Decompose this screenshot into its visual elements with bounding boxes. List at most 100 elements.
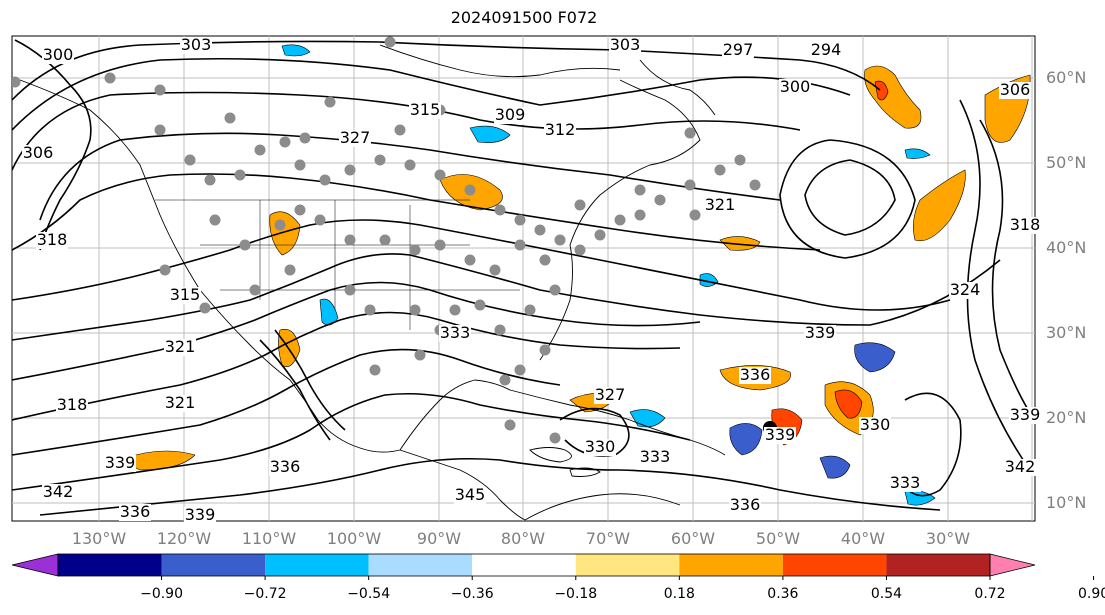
- contour-label: 312: [545, 120, 576, 139]
- station-marker: [154, 124, 166, 136]
- colorbar-tick-label: 0.18: [663, 586, 695, 602]
- station-marker: [499, 374, 511, 386]
- station-marker: [574, 244, 586, 256]
- station-marker: [154, 84, 166, 96]
- colorbar-segment: [265, 554, 369, 576]
- cyan-patch: [281, 44, 311, 57]
- contour-label: 339: [805, 323, 836, 342]
- station-markers: [12, 36, 761, 444]
- colorbar-segment: [575, 554, 680, 576]
- contour-label: 333: [440, 323, 471, 342]
- station-marker: [534, 224, 546, 236]
- longitude-label: 60°W: [670, 529, 716, 548]
- contour-label-bg: [544, 122, 576, 139]
- station-marker: [374, 154, 386, 166]
- colorbar-tick-label: −0.18: [554, 586, 598, 602]
- contour-label: 321: [165, 393, 196, 412]
- station-marker: [654, 194, 666, 206]
- station-marker: [714, 164, 726, 176]
- station-marker: [294, 159, 306, 171]
- contour-label: 318: [1010, 215, 1041, 234]
- contour-label: 324: [950, 280, 981, 299]
- contour-label-bg: [810, 42, 842, 59]
- contour-label: 300: [780, 77, 811, 96]
- contour-label-bg: [42, 47, 74, 64]
- colorbar-segment: [886, 554, 990, 576]
- colorbar-extend-low: [11, 553, 59, 577]
- station-marker: [254, 144, 266, 156]
- contour-label: 339: [105, 453, 136, 472]
- station-marker: [634, 209, 646, 221]
- latitude-label: 10°N: [1046, 493, 1087, 512]
- red-patch: [874, 80, 889, 101]
- station-marker: [379, 234, 391, 246]
- station-marker: [464, 254, 476, 266]
- contour-label: 339: [1010, 405, 1041, 424]
- contour-label-bg: [164, 339, 196, 356]
- contour-label-bg: [609, 37, 641, 54]
- station-marker: [314, 214, 326, 226]
- longitude-label: 70°W: [585, 529, 631, 548]
- colorbar-frame: [57, 553, 991, 577]
- longitude-label: 80°W: [500, 529, 546, 548]
- contour-label-bg: [1004, 459, 1036, 476]
- contour-label: 336: [270, 457, 301, 476]
- contour-label-bg: [454, 487, 486, 504]
- station-marker: [634, 184, 646, 196]
- station-marker: [464, 184, 476, 196]
- station-marker: [409, 304, 421, 316]
- station-marker: [594, 229, 606, 241]
- contour-label: 327: [340, 128, 371, 147]
- colorbar-tick-label: 0.90: [1077, 586, 1105, 602]
- contour-label-bg: [804, 325, 836, 342]
- coastlines: [19, 44, 726, 521]
- contour-label: 309: [495, 105, 526, 124]
- contour-label-bg: [269, 459, 301, 476]
- station-marker: [299, 132, 311, 144]
- blue-patch: [854, 342, 896, 373]
- contour-label-bg: [739, 367, 771, 384]
- station-marker: [184, 154, 196, 166]
- colorbar-tick-label: 0.54: [870, 586, 903, 602]
- longitude-label: 130°W: [71, 529, 127, 548]
- station-marker: [409, 244, 421, 256]
- station-marker: [224, 112, 236, 124]
- station-marker: [614, 214, 626, 226]
- station-marker: [504, 419, 516, 431]
- station-marker: [574, 199, 586, 211]
- colorbar-tick-label: 0.72: [974, 586, 1006, 602]
- contour-label: 339: [185, 505, 216, 524]
- latitude-label: 30°N: [1046, 323, 1087, 342]
- longitude-label: 110°W: [241, 529, 297, 548]
- contour-label: 327: [595, 385, 626, 404]
- contour-label-bg: [104, 455, 136, 472]
- contour-label-bg: [889, 475, 921, 492]
- colorbar-segment: [58, 554, 162, 576]
- contour-label-bg: [594, 387, 626, 404]
- contour-label-bg: [42, 484, 74, 501]
- contour-label: 315: [410, 100, 441, 119]
- contour-label-bg: [779, 79, 811, 96]
- orange-patch: [913, 169, 966, 242]
- station-marker: [294, 204, 306, 216]
- contour-label-bg: [339, 130, 371, 147]
- contour-label-bg: [56, 397, 88, 414]
- station-marker: [284, 264, 296, 276]
- latitude-label: 20°N: [1046, 408, 1087, 427]
- contour-label-bg: [119, 504, 151, 521]
- longitude-label: 40°W: [840, 529, 886, 548]
- contour-label-bg: [439, 325, 471, 342]
- station-marker: [404, 159, 416, 171]
- contour-label-bg: [36, 232, 68, 249]
- contour-label-bg: [494, 107, 526, 124]
- contour-label: 306: [23, 143, 54, 162]
- station-marker: [364, 304, 376, 316]
- contour-label-bg: [999, 82, 1031, 99]
- station-marker: [274, 219, 286, 231]
- contour-label-bg: [764, 427, 796, 444]
- station-marker: [514, 214, 526, 226]
- contour-label-bg: [639, 449, 671, 466]
- colorbar: [11, 553, 1095, 580]
- colorbar-tick-label: −0.54: [347, 586, 391, 602]
